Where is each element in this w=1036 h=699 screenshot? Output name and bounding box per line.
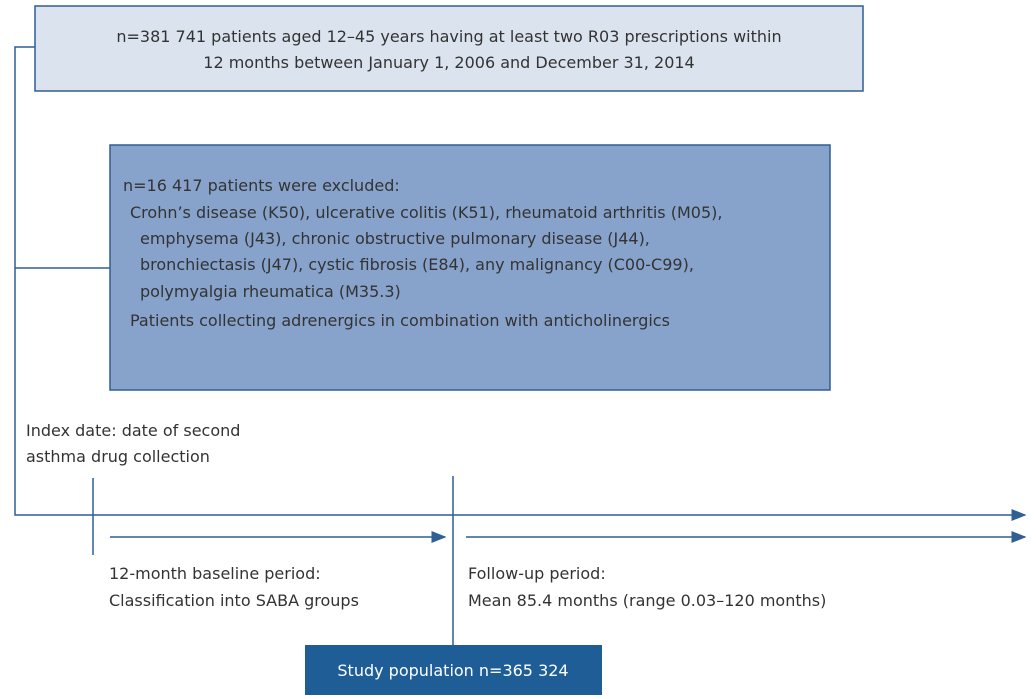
connectors (14, 46, 1027, 645)
exclusion-text: bronchiectasis (J47), cystic fibrosis (E… (140, 255, 694, 274)
follow-up-text: Follow-up period: (468, 564, 606, 583)
exclusion-text: Crohn’s disease (K50), ulcerative coliti… (130, 203, 722, 222)
exclusion-text: polymyalgia rheumatica (M35.3) (140, 282, 401, 301)
baseline-text: Classification into SABA groups (109, 591, 359, 610)
index-text: Index date: date of second (26, 421, 240, 440)
follow-up-text: Mean 85.4 months (range 0.03–120 months) (468, 591, 826, 610)
exclusion-text: emphysema (J43), chronic obstructive pul… (140, 229, 650, 248)
top-text: 12 months between January 1, 2006 and De… (203, 53, 694, 72)
baseline-text: 12-month baseline period: (109, 564, 321, 583)
exclusion-text: n=16 417 patients were excluded: (123, 176, 400, 195)
study-population-text: Study population n=365 324 (337, 661, 568, 680)
study-population-box (305, 645, 602, 695)
top-text: n=381 741 patients aged 12–45 years havi… (116, 27, 781, 46)
exclusion-box (109, 144, 831, 391)
index-text: asthma drug collection (26, 447, 210, 466)
exclusion-text: Patients collecting adrenergics in combi… (130, 311, 670, 330)
top-box (34, 5, 864, 92)
